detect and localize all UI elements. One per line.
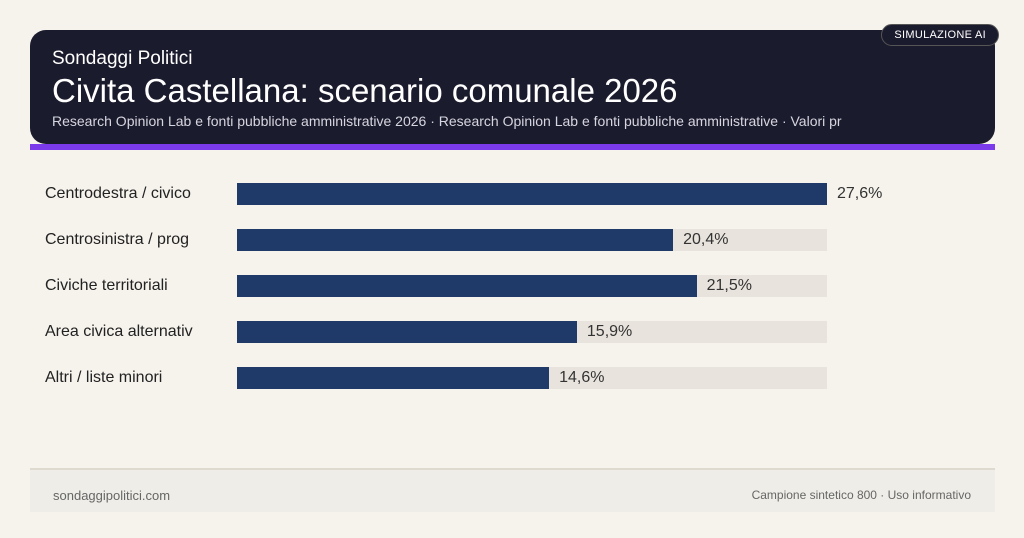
footer-note: Campione sintetico 800 · Uso informativo	[751, 488, 971, 502]
bar	[237, 183, 827, 205]
bar-row: Civiche territoriali 21,5%	[0, 275, 1024, 297]
page-title: Civita Castellana: scenario comunale 202…	[52, 72, 678, 109]
value-label: 27,6%	[837, 185, 883, 202]
bar-row: Centrodestra / civico 27,6%	[0, 183, 1024, 205]
simulation-badge: SIMULAZIONE AI	[881, 24, 999, 46]
value-label: 20,4%	[683, 231, 729, 248]
bar-track	[237, 321, 827, 343]
subtitle: Research Opinion Lab e fonti pubbliche a…	[52, 113, 842, 129]
category-label: Altri / liste minori	[45, 369, 163, 386]
category-label: Area civica alternativ	[45, 323, 193, 340]
value-label: 14,6%	[559, 369, 605, 386]
category-label: Civiche territoriali	[45, 277, 168, 294]
bar-track	[237, 229, 827, 251]
bar	[237, 229, 674, 251]
footer-site: sondaggipolitici.com	[53, 488, 171, 503]
category-label: Centrodestra / civico	[45, 185, 191, 202]
bar	[237, 367, 550, 389]
footer: sondaggipolitici.com Campione sintetico …	[30, 468, 995, 512]
value-label: 21,5%	[706, 277, 752, 294]
category-label: Centrosinistra / prog	[45, 231, 190, 248]
accent-line	[30, 144, 995, 150]
bar-row: Area civica alternativ 15,9%	[0, 321, 1024, 343]
header: Sondaggi Politici Civita Castellana: sce…	[30, 24, 999, 144]
bar	[237, 321, 577, 343]
brand: Sondaggi Politici	[52, 48, 193, 69]
bar	[237, 275, 697, 297]
bar-track	[237, 183, 827, 205]
bar-track	[237, 367, 827, 389]
bar-track	[237, 275, 827, 297]
bar-row: Centrosinistra / prog 20,4%	[0, 229, 1024, 251]
bar-row: Altri / liste minori 14,6%	[0, 367, 1024, 389]
value-label: 15,9%	[586, 323, 633, 340]
